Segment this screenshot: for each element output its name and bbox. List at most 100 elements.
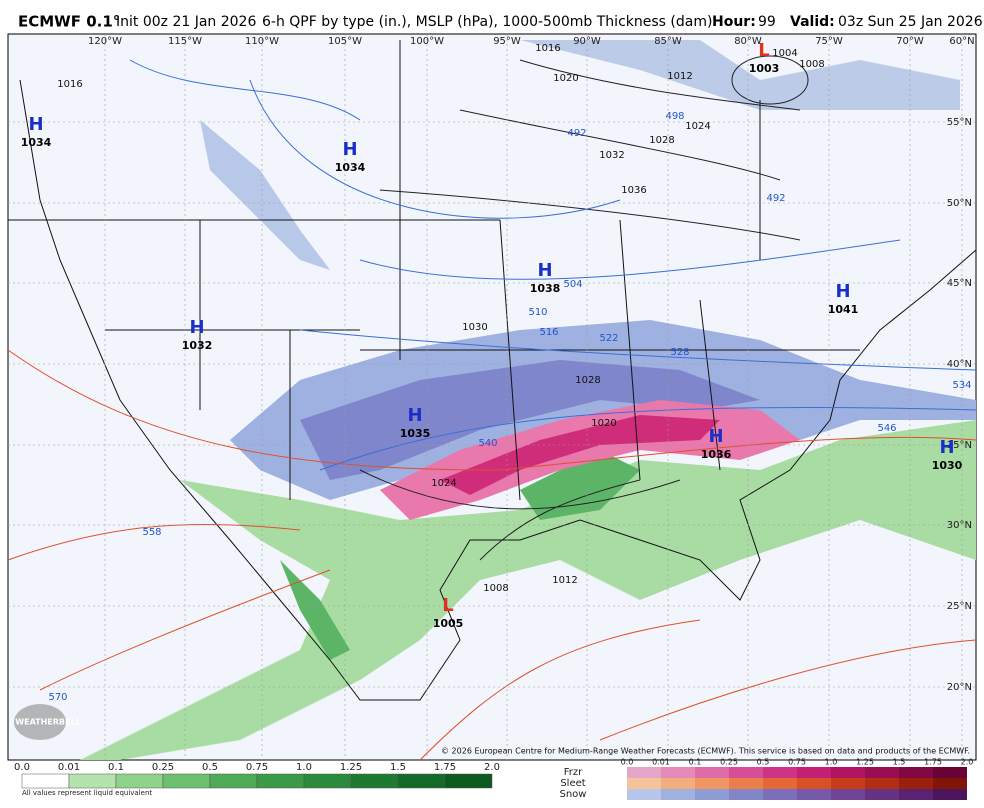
- center-value: 1030: [932, 459, 963, 472]
- borders: [8, 40, 860, 501]
- type-swatch: [763, 778, 797, 789]
- isobar-label: 1028: [649, 135, 674, 146]
- isobar-label: 1036: [621, 185, 646, 196]
- type-row-label: Snow: [560, 789, 587, 800]
- map: 120°W 115°W 110°W 105°W 100°W 95°W 90°W 85°W 80°…: [7, 33, 977, 761]
- legend-note: All values represent liquid equivalent: [22, 789, 152, 797]
- type-swatch: [627, 789, 661, 800]
- precip-swatch: [303, 773, 352, 789]
- type-swatch: [899, 767, 933, 778]
- longitude-label: 90°W: [573, 36, 601, 47]
- center-value: 1038: [530, 282, 561, 295]
- title: ECMWF 0.1°: [18, 13, 120, 31]
- type-row-label: Frzr: [564, 767, 583, 778]
- thickness-label: 492: [567, 128, 586, 139]
- precip-scale-label: 2.0: [484, 762, 500, 773]
- type-swatch: [899, 778, 933, 789]
- longitude-label: 85°W: [654, 36, 682, 47]
- isobar-label: 1004: [772, 48, 797, 59]
- type-swatch: [831, 767, 865, 778]
- center-letter: H: [537, 260, 552, 281]
- latitude-label: 45°N: [947, 278, 972, 289]
- center-value: 1034: [21, 136, 52, 149]
- latitude-label: 55°N: [947, 117, 972, 128]
- type-scale-label: 0.1: [689, 758, 702, 767]
- copyright: © 2026 European Centre for Medium-Range …: [441, 747, 970, 756]
- type-swatch: [729, 778, 763, 789]
- valid: 03z Sun 25 Jan 2026: [838, 14, 983, 30]
- thickness-lines: [129, 59, 977, 471]
- thickness-label: 492: [766, 193, 785, 204]
- isobar-label: 1016: [535, 43, 560, 54]
- product: 6-h QPF by type (in.), MSLP (hPa), 1000-…: [262, 14, 712, 30]
- longitude-label: 105°W: [328, 36, 362, 47]
- longitude-label: 75°W: [815, 36, 843, 47]
- longitude-label: 60°N: [949, 36, 974, 47]
- thickness-label: 510: [528, 307, 547, 318]
- precip-scale-label: 1.5: [390, 762, 406, 773]
- init: Init 00z 21 Jan 2026: [116, 14, 256, 30]
- latitude-label: 30°N: [947, 520, 972, 531]
- latitude-label: 25°N: [947, 601, 972, 612]
- rain-area: [80, 420, 976, 760]
- warm-thickness-lines: [7, 349, 977, 761]
- type-scale-label: 1.0: [825, 758, 838, 767]
- center-letter: H: [28, 114, 43, 135]
- center-value: 1032: [182, 339, 213, 352]
- type-scale-label: 0.5: [757, 758, 770, 767]
- type-swatch: [865, 767, 899, 778]
- precip-swatch: [209, 773, 258, 789]
- thickness-label: 540: [478, 438, 497, 449]
- thickness-label: 528: [670, 347, 689, 358]
- type-swatch: [865, 789, 899, 800]
- center-letter: H: [708, 426, 723, 447]
- thickness-label: 498: [665, 111, 684, 122]
- precip-scale-label: 0.5: [202, 762, 218, 773]
- valid-label: Valid:: [790, 14, 835, 30]
- center-value: 1005: [433, 617, 464, 630]
- precip-swatch: [397, 773, 446, 789]
- center-letter: H: [939, 437, 954, 458]
- longitude-label: 120°W: [88, 36, 122, 47]
- precip-swatch: [21, 773, 70, 789]
- isobar-label: 1032: [599, 150, 624, 161]
- type-scale-label: 0.0: [621, 758, 634, 767]
- type-scale-label: 1.25: [856, 758, 874, 767]
- thickness-label: 558: [142, 527, 161, 538]
- center-value: 1041: [828, 303, 859, 316]
- logo: WEATHERBELL: [15, 718, 80, 727]
- type-swatch: [797, 767, 831, 778]
- thickness-label: 516: [539, 327, 558, 338]
- precip-scale-label: 1.25: [340, 762, 362, 773]
- type-swatch: [729, 789, 763, 800]
- isobar-label: 1012: [667, 71, 692, 82]
- type-scale-label: 0.25: [720, 758, 738, 767]
- latitude-label: 50°N: [947, 198, 972, 209]
- type-swatch: [695, 789, 729, 800]
- longitude-label: 70°W: [896, 36, 924, 47]
- precip-swatch: [256, 773, 305, 789]
- center-value: 1034: [335, 161, 366, 174]
- type-swatch: [661, 789, 695, 800]
- isobar-label: 1012: [552, 575, 577, 586]
- isobar: [731, 55, 809, 105]
- center-letter: L: [442, 595, 453, 616]
- thickness-label: 546: [877, 423, 896, 434]
- type-scale-label: 1.75: [924, 758, 942, 767]
- longitude-label: 115°W: [168, 36, 202, 47]
- center-letter: H: [189, 317, 204, 338]
- isobar-label: 1028: [575, 375, 600, 386]
- center-value: 1036: [701, 448, 732, 461]
- type-swatch: [627, 767, 661, 778]
- type-swatch: [729, 767, 763, 778]
- type-swatch: [661, 778, 695, 789]
- isobar-label: 1008: [799, 59, 824, 70]
- type-swatch: [627, 778, 661, 789]
- precip-scale-label: 0.0: [14, 762, 30, 773]
- precip-scale-label: 0.01: [58, 762, 80, 773]
- logo-mark: [14, 704, 66, 740]
- type-swatch: [899, 789, 933, 800]
- rain-area: [280, 450, 640, 660]
- longitude-label: 80°W: [734, 36, 762, 47]
